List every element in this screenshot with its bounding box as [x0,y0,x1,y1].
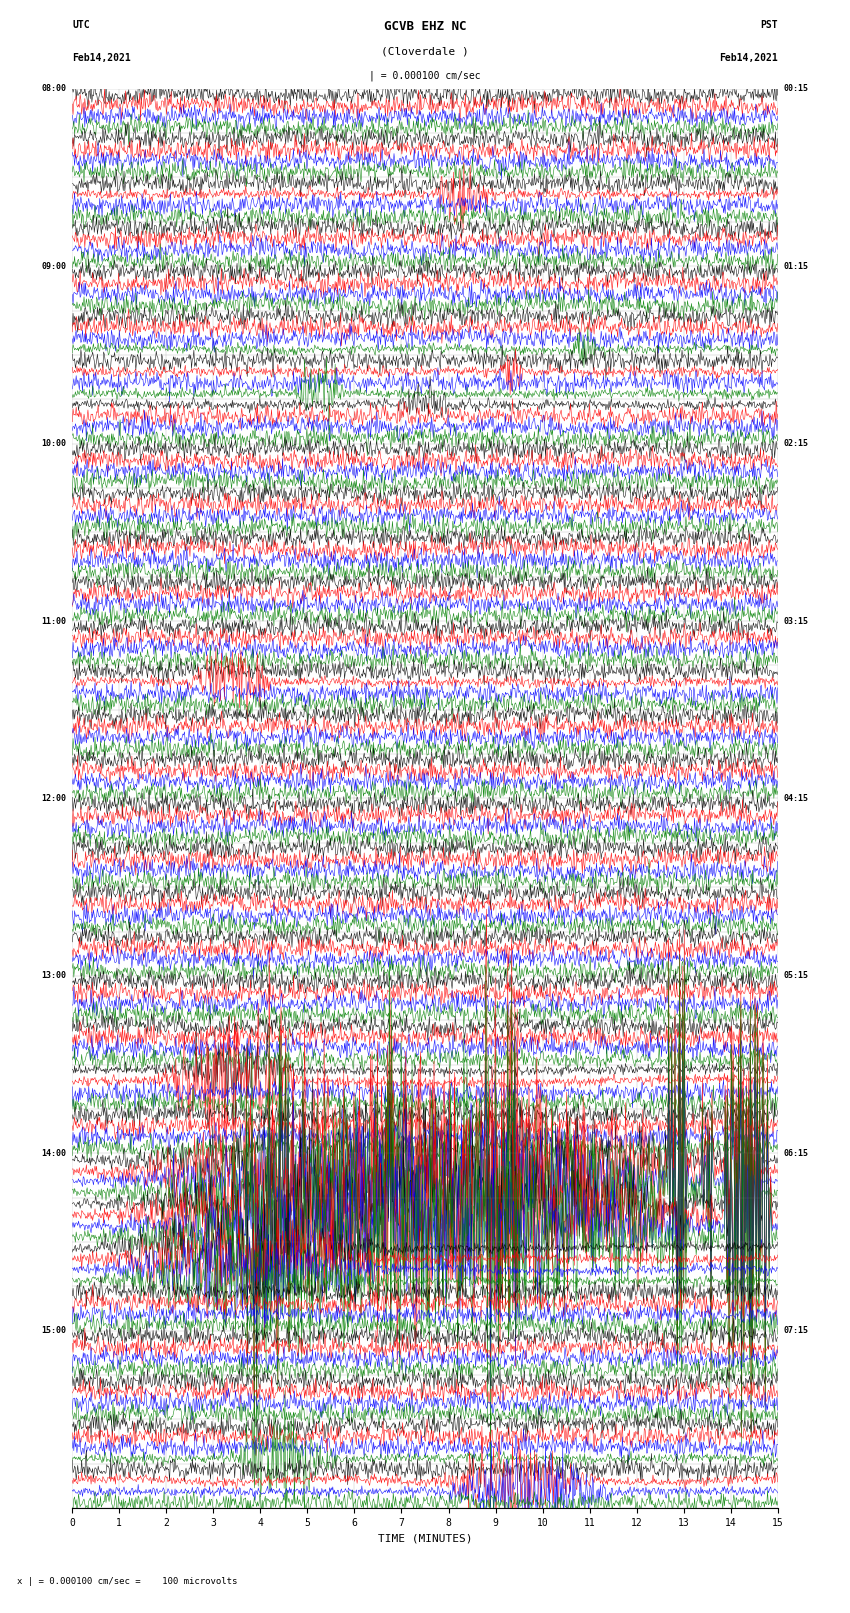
Text: 07:15: 07:15 [784,1326,808,1336]
X-axis label: TIME (MINUTES): TIME (MINUTES) [377,1534,473,1544]
Text: 02:15: 02:15 [784,439,808,448]
Text: 13:00: 13:00 [42,971,66,981]
Text: 14:00: 14:00 [42,1148,66,1158]
Text: GCVB EHZ NC: GCVB EHZ NC [383,19,467,34]
Text: (Cloverdale ): (Cloverdale ) [381,47,469,56]
Text: 12:00: 12:00 [42,794,66,803]
Text: Feb14,2021: Feb14,2021 [719,53,778,63]
Text: 00:15: 00:15 [784,84,808,94]
Text: 04:15: 04:15 [784,794,808,803]
Text: Feb14,2021: Feb14,2021 [72,53,131,63]
Text: 05:15: 05:15 [784,971,808,981]
Text: 08:00: 08:00 [42,84,66,94]
Text: x | = 0.000100 cm/sec =    100 microvolts: x | = 0.000100 cm/sec = 100 microvolts [17,1578,237,1586]
Text: | = 0.000100 cm/sec: | = 0.000100 cm/sec [369,69,481,81]
Text: 15:00: 15:00 [42,1326,66,1336]
Text: PST: PST [760,19,778,29]
Text: 03:15: 03:15 [784,616,808,626]
Text: UTC: UTC [72,19,90,29]
Text: 01:15: 01:15 [784,261,808,271]
Text: 10:00: 10:00 [42,439,66,448]
Text: 11:00: 11:00 [42,616,66,626]
Text: 09:00: 09:00 [42,261,66,271]
Text: 06:15: 06:15 [784,1148,808,1158]
